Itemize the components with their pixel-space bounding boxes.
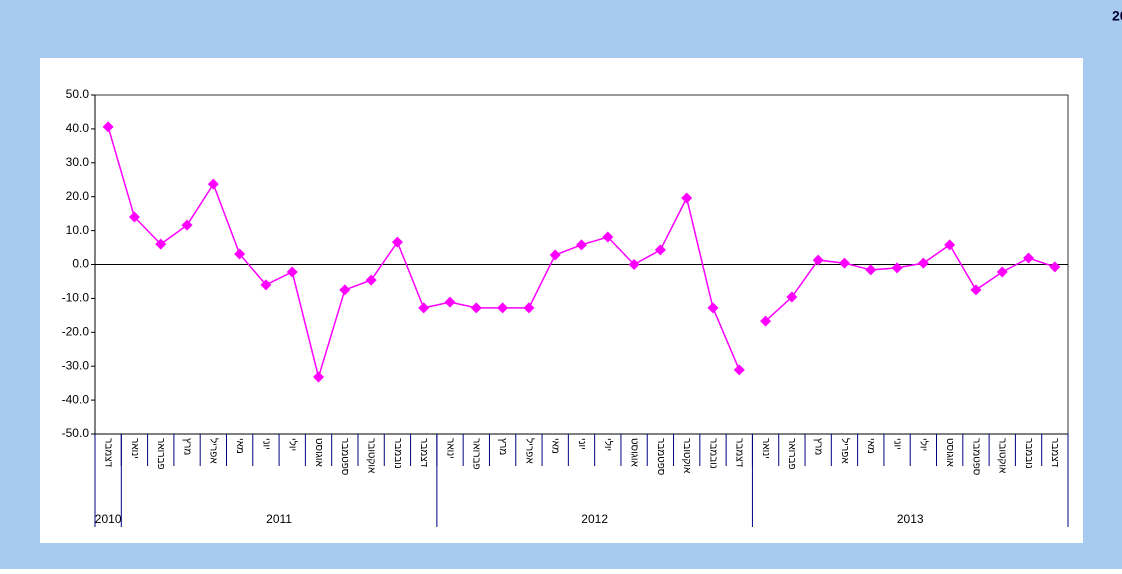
x-tick-label: מרץ [813,438,824,455]
data-point [102,121,114,133]
x-tick-label: דצמבר [734,438,745,468]
data-point [339,284,351,296]
data-point [996,266,1008,278]
data-point [444,296,456,308]
data-point [917,257,929,269]
x-tick-label: נובמבר [707,438,718,469]
data-point [470,302,482,314]
data-point [155,238,167,250]
x-tick-label: אפריל [523,438,535,464]
y-tick-label: -20.0 [62,324,90,338]
x-tick-label: פברואר [471,438,482,470]
x-tick-label: נובמבר [392,438,403,469]
x-tick-label: דצמבר [418,438,429,468]
group-label: 2013 [897,512,924,526]
data-point [286,266,298,278]
y-tick-label: 0.0 [72,257,89,271]
group-label: 2011 [266,512,292,526]
x-tick-label: ינואר [129,438,140,459]
data-point [181,219,193,231]
data-point [1023,252,1035,264]
data-point [970,284,982,296]
chart-panel [40,58,1083,543]
x-tick-label: מאי [234,438,245,454]
x-tick-label: יוני [260,438,271,450]
group-label: 2012 [581,512,608,526]
data-point [365,274,377,286]
x-tick-label: ינואר [444,438,455,459]
data-point [207,178,219,190]
x-tick-label: דצמבר [1049,438,1060,468]
x-tick-label: מאי [550,438,561,454]
data-point [760,315,772,327]
data-point [707,302,719,314]
x-tick-label: מרץ [181,438,192,455]
data-point [628,259,640,270]
data-point [812,254,824,266]
x-tick-label: אפריל [839,438,851,464]
x-tick-label: יולי [918,438,930,451]
data-point [865,264,877,276]
data-point [523,302,535,314]
x-tick-label: ינואר [760,438,771,459]
chart-title: תרשים 7 מאזן כולל מלונאות דצמבר 2010 - ד… [1112,8,1122,24]
data-point [497,302,509,314]
x-tick-label: פברואר [155,438,166,470]
data-point [391,236,403,248]
data-point [654,244,666,256]
y-tick-label: -40.0 [62,392,90,406]
x-tick-label: יוני [576,438,587,450]
data-point [838,257,850,269]
x-tick-label: אוקטובר [365,438,376,474]
y-tick-label: -30.0 [62,358,90,372]
series-line [765,243,1056,322]
data-point [602,231,614,243]
x-tick-label: יוני [891,438,902,450]
data-point [733,364,745,376]
x-tick-label: אוגוסט [628,438,639,468]
x-tick-label: אוגוסט [313,438,324,468]
x-tick-label: יולי [287,438,299,451]
data-point [418,302,430,314]
data-point [944,239,956,251]
y-tick-label: 10.0 [66,223,90,237]
x-tick-label: ספטמבר [339,438,350,476]
y-tick-label: 20.0 [66,189,90,203]
x-tick-label: אוקטובר [681,438,692,474]
data-point [260,279,272,291]
y-tick-label: -10.0 [62,291,90,305]
data-point [549,249,561,261]
data-point [891,262,903,274]
x-tick-label: מאי [865,438,876,454]
x-tick-label: פברואר [786,438,797,470]
data-point [1049,261,1061,273]
data-point [576,239,587,251]
x-tick-label: מרץ [497,438,508,455]
data-point [681,192,693,204]
x-tick-label: דצמבר [103,438,114,468]
x-tick-label: ספטמבר [655,438,666,476]
x-tick-label: יולי [602,438,614,451]
y-tick-label: 40.0 [66,121,90,135]
y-tick-label: -50.0 [62,426,90,440]
data-point [128,211,140,223]
y-tick-label: 30.0 [66,155,90,169]
x-tick-label: אפריל [208,438,220,464]
x-tick-label: ספטמבר [970,438,981,476]
data-point [313,371,325,383]
data-point [234,248,246,260]
x-tick-label: אוקטובר [997,438,1008,474]
x-tick-label: אוגוסט [944,438,955,468]
x-tick-label: נובמבר [1023,438,1034,469]
y-tick-label: 50.0 [66,87,90,101]
data-point [786,291,798,303]
group-label: 2010 [95,512,122,526]
